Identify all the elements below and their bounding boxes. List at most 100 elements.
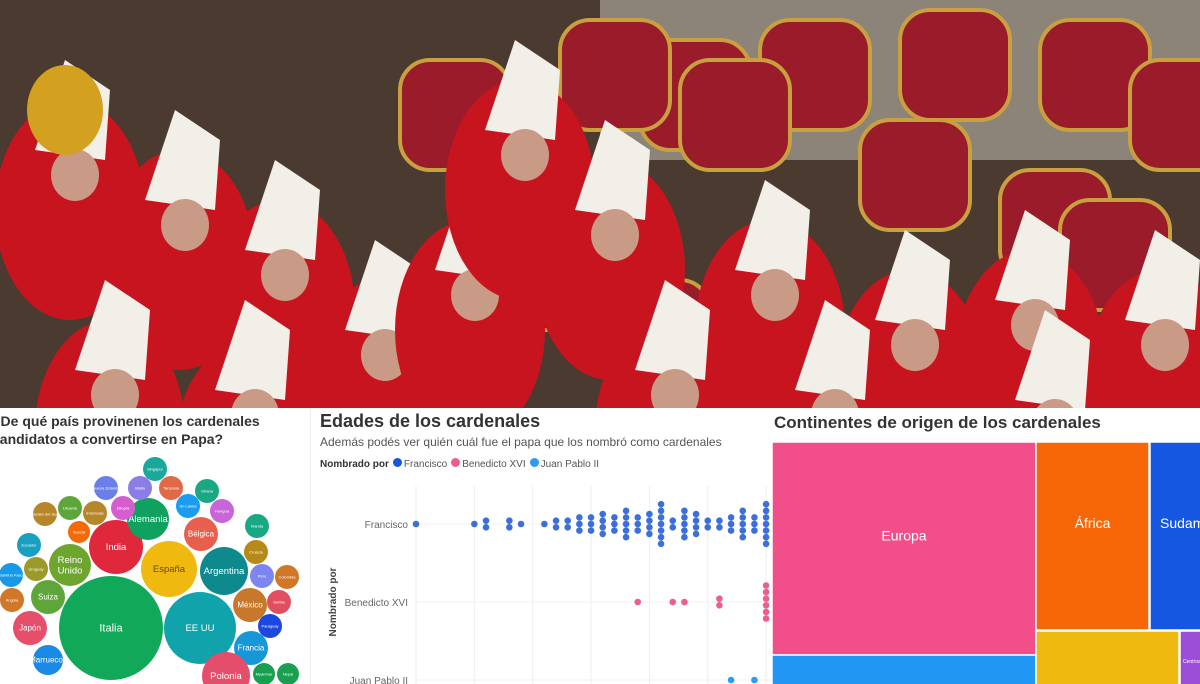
bubble-tanzania[interactable] — [159, 476, 183, 500]
dot-francisco[interactable] — [762, 527, 770, 534]
dot-francisco[interactable] — [646, 530, 653, 538]
dot-francisco[interactable] — [692, 530, 700, 538]
dot-francisco[interactable] — [471, 520, 478, 528]
bubble-angola[interactable] — [0, 588, 24, 612]
bubble-hungría[interactable] — [210, 499, 234, 523]
bubble-myanmar[interactable] — [253, 663, 275, 684]
dot-francisco[interactable] — [611, 520, 618, 528]
bubble-suecia[interactable] — [68, 521, 90, 543]
dot-benedicto-xvi[interactable] — [762, 602, 770, 609]
dot-francisco[interactable] — [762, 520, 770, 528]
bubble-irlanda[interactable] — [245, 514, 269, 538]
dot-francisco[interactable] — [739, 527, 747, 534]
dot-benedicto-xvi[interactable] — [762, 608, 770, 616]
bubble-serbia[interactable] — [267, 590, 291, 614]
dot-francisco[interactable] — [564, 517, 572, 524]
dot-francisco[interactable] — [506, 517, 513, 524]
dot-francisco[interactable] — [681, 520, 688, 528]
dot-benedicto-xvi[interactable] — [716, 595, 723, 602]
dot-francisco[interactable] — [622, 520, 630, 528]
bubble-nueva-zelanda[interactable] — [94, 476, 118, 500]
dot-francisco[interactable] — [634, 514, 642, 521]
dot-benedicto-xvi[interactable] — [762, 582, 770, 589]
dot-francisco[interactable] — [704, 524, 712, 531]
dot-francisco[interactable] — [669, 524, 677, 531]
treemap-cell[interactable] — [1179, 630, 1200, 684]
dot-francisco[interactable] — [576, 514, 583, 521]
bubble-españa[interactable] — [141, 541, 197, 597]
dot-benedicto-xvi[interactable] — [762, 588, 770, 596]
dot-benedicto-xvi[interactable] — [669, 598, 677, 606]
dot-francisco[interactable] — [692, 517, 700, 524]
bubble-ghana[interactable] — [195, 479, 219, 503]
treemap-cell[interactable] — [1149, 441, 1200, 631]
dot-francisco[interactable] — [482, 524, 490, 531]
bubble-lituania[interactable] — [58, 496, 82, 520]
bubble-uruguay[interactable] — [24, 557, 48, 581]
dot-francisco[interactable] — [681, 514, 688, 521]
bubble-india[interactable] — [89, 520, 143, 574]
dot-francisco[interactable] — [646, 510, 653, 518]
dot-francisco[interactable] — [599, 517, 607, 524]
bubble-nepal[interactable] — [277, 663, 299, 684]
dot-francisco[interactable] — [622, 527, 630, 534]
dot-francisco[interactable] — [646, 517, 653, 524]
dot-francisco[interactable] — [681, 533, 688, 541]
dot-benedicto-xvi[interactable] — [716, 602, 723, 609]
dot-francisco[interactable] — [599, 530, 607, 538]
dot-francisco[interactable] — [611, 514, 618, 521]
dot-francisco[interactable] — [692, 524, 700, 531]
legend-item-juan-pablo[interactable]: Juan Pablo II — [529, 458, 599, 470]
treemap-cell[interactable] — [772, 441, 1037, 656]
dot-francisco[interactable] — [762, 500, 770, 508]
dot-francisco[interactable] — [704, 517, 712, 524]
dot-francisco[interactable] — [751, 527, 758, 534]
bubble-sri-lanka[interactable] — [176, 494, 200, 518]
dot-francisco[interactable] — [657, 527, 665, 534]
dot-francisco[interactable] — [762, 514, 770, 521]
bubble-ecuador[interactable] — [17, 533, 41, 557]
dot-francisco[interactable] — [506, 524, 513, 531]
dot-francisco[interactable] — [762, 540, 770, 548]
dot-juan-pablo-ii[interactable] — [727, 676, 735, 684]
dot-francisco[interactable] — [751, 520, 758, 528]
treemap-cell[interactable] — [1035, 441, 1150, 631]
dot-francisco[interactable] — [599, 524, 607, 531]
dot-francisco[interactable] — [552, 517, 560, 524]
bubble-bélgica[interactable] — [184, 517, 218, 551]
dot-francisco[interactable] — [412, 520, 420, 528]
bubble-perú[interactable] — [250, 564, 274, 588]
bubble-singapur[interactable] — [143, 457, 167, 481]
bubble-suiza[interactable] — [31, 580, 65, 614]
bubble-malta[interactable] — [128, 476, 152, 500]
dot-francisco[interactable] — [751, 514, 758, 521]
dot-francisco[interactable] — [657, 500, 665, 508]
bubble-sudán-del-sur[interactable] — [33, 502, 57, 526]
dot-francisco[interactable] — [517, 520, 525, 528]
dot-francisco[interactable] — [587, 520, 595, 528]
dot-francisco[interactable] — [622, 507, 630, 515]
bubble-méxico[interactable] — [233, 588, 267, 622]
dot-francisco[interactable] — [716, 517, 723, 524]
legend-item-benedicto[interactable]: Benedicto XVI — [451, 458, 526, 470]
bubble-ee-uu[interactable] — [164, 592, 236, 664]
dot-francisco[interactable] — [727, 527, 735, 534]
dot-benedicto-xvi[interactable] — [762, 615, 770, 622]
dot-benedicto-xvi[interactable] — [762, 595, 770, 602]
bubble-argentina[interactable] — [200, 547, 248, 595]
dot-francisco[interactable] — [634, 520, 642, 528]
dot-juan-pablo-ii[interactable] — [751, 676, 758, 684]
dot-francisco[interactable] — [739, 514, 747, 521]
dot-benedicto-xvi[interactable] — [634, 598, 642, 606]
dot-francisco[interactable] — [622, 514, 630, 521]
dot-francisco[interactable] — [739, 507, 747, 515]
dot-francisco[interactable] — [681, 527, 688, 534]
bubble-paraguay[interactable] — [258, 614, 282, 638]
dot-francisco[interactable] — [576, 520, 583, 528]
dot-francisco[interactable] — [564, 524, 572, 531]
dot-francisco[interactable] — [576, 527, 583, 534]
bubble-colombia[interactable] — [275, 565, 299, 589]
dot-francisco[interactable] — [634, 527, 642, 534]
bubble-marruecos[interactable] — [33, 645, 63, 675]
dot-francisco[interactable] — [681, 507, 688, 515]
